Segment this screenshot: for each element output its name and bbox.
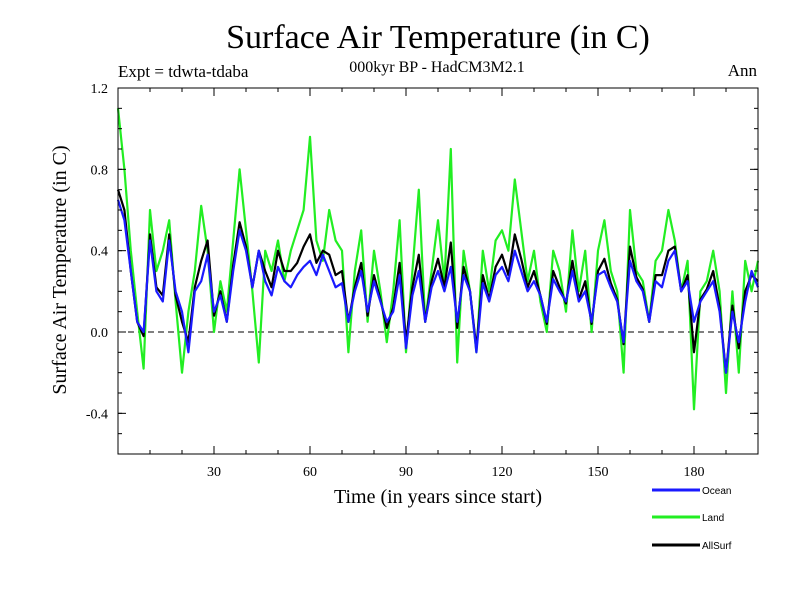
x-tick-label: 30 (207, 465, 221, 480)
x-tick-label: 120 (492, 465, 513, 480)
series-line-ocean (116, 199, 760, 374)
plot-area: -0.4 0.0 0.4 0.8 1.2 30 60 90 120 150 180 (86, 82, 760, 480)
y-tick-label: -0.4 (86, 407, 108, 422)
legend-label-allsurf: AllSurf (702, 541, 732, 552)
x-axis-label: Time (in years since start) (334, 486, 542, 508)
y-tick-label: 0.8 (91, 163, 109, 178)
y-tick-label: 0.0 (91, 326, 109, 341)
chart-subtitle: 000kyr BP - HadCM3M2.1 (349, 59, 524, 76)
chart-title: Surface Air Temperature (in C) (226, 19, 650, 56)
experiment-label: Expt = tdwta-tdaba (118, 62, 249, 81)
x-tick-label: 150 (588, 465, 609, 480)
series-line-allsurf (116, 189, 759, 374)
x-tick-label: 180 (684, 465, 705, 480)
y-tick-label: 0.4 (91, 245, 109, 260)
x-tick-label: 60 (303, 465, 317, 480)
y-axis-label: Surface Air Temperature (in C) (49, 145, 71, 394)
legend-label-ocean: Ocean (702, 486, 731, 497)
season-label: Ann (728, 61, 758, 80)
x-tick-label: 90 (399, 465, 413, 480)
legend: Ocean Land AllSurf (652, 486, 732, 552)
y-tick-label: 1.2 (91, 82, 109, 97)
legend-label-land: Land (702, 513, 724, 524)
